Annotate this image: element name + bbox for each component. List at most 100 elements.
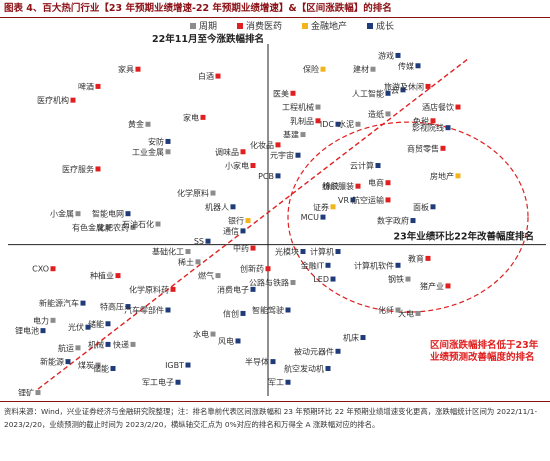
legend-swatch-consumer bbox=[237, 23, 243, 29]
data-label: 通信 bbox=[223, 226, 239, 236]
data-label: IDC bbox=[320, 120, 335, 129]
data-point bbox=[70, 97, 76, 103]
data-point bbox=[165, 307, 171, 313]
data-point bbox=[425, 255, 431, 261]
data-label: 快递 bbox=[113, 339, 129, 349]
data-label: 证券 bbox=[313, 202, 329, 212]
data-point bbox=[335, 348, 341, 354]
data-label: 建材 bbox=[353, 64, 369, 74]
data-label: 智能驾驶 bbox=[252, 305, 284, 315]
data-point bbox=[430, 118, 436, 124]
data-label: 房地产 bbox=[430, 171, 454, 181]
data-point bbox=[335, 249, 341, 255]
highlight-ellipse bbox=[287, 121, 529, 313]
data-point bbox=[350, 197, 356, 203]
data-point bbox=[320, 214, 326, 220]
data-point bbox=[440, 145, 446, 151]
data-label: 家电 bbox=[183, 112, 199, 122]
legend-swatch-growth bbox=[367, 23, 373, 29]
data-point bbox=[170, 286, 176, 292]
data-label: 机械 bbox=[88, 339, 104, 349]
data-point bbox=[385, 180, 391, 186]
data-label: 工程机械 bbox=[282, 102, 314, 112]
data-point bbox=[395, 262, 401, 268]
data-label: LED bbox=[313, 275, 329, 284]
data-label: 机器人 bbox=[205, 202, 229, 212]
data-label: 钢铁 bbox=[388, 274, 404, 284]
data-label: 医疗服务 bbox=[62, 164, 94, 174]
scatter-chart: 周期 消费医药 金融地产 成长 22年11月至今涨跌幅排名 23年业绩环比22年改善幅度… bbox=[8, 20, 546, 398]
data-point bbox=[65, 359, 71, 365]
data-label: PCB bbox=[258, 172, 274, 181]
data-point bbox=[250, 245, 256, 251]
data-label: 公路与铁路 bbox=[249, 277, 289, 287]
data-label: 酒店餐饮 bbox=[422, 102, 454, 112]
data-point bbox=[455, 173, 461, 179]
data-label: 电力 bbox=[33, 315, 49, 325]
data-label: 传媒 bbox=[398, 61, 414, 71]
data-label: 有色金属 bbox=[72, 222, 104, 232]
data-point bbox=[110, 365, 116, 371]
data-label: 汽车零部件 bbox=[124, 305, 164, 315]
data-point bbox=[205, 238, 211, 244]
data-label: 风电 bbox=[218, 336, 234, 346]
data-point bbox=[285, 307, 291, 313]
data-label: VR bbox=[338, 196, 349, 205]
data-point bbox=[165, 149, 171, 155]
data-label: 航空运输 bbox=[352, 195, 384, 205]
legend-label-finance: 金融地产 bbox=[311, 20, 347, 32]
data-label: 新能源 bbox=[40, 357, 64, 367]
legend: 周期 消费医药 金融地产 成长 bbox=[190, 20, 394, 32]
data-label: 化学原料药 bbox=[129, 284, 169, 294]
data-label: IGBT bbox=[165, 361, 184, 370]
data-label: 锂电池 bbox=[15, 326, 39, 336]
data-point bbox=[340, 183, 346, 189]
data-point bbox=[250, 286, 256, 292]
data-label: 储能 bbox=[93, 363, 109, 373]
data-label: 黄金 bbox=[128, 119, 144, 129]
data-label: 小金属 bbox=[50, 209, 74, 219]
data-label: 啤酒 bbox=[78, 81, 94, 91]
data-label: 水泥 bbox=[338, 119, 354, 129]
data-point bbox=[415, 310, 421, 316]
data-label: 金融IT bbox=[301, 260, 324, 270]
data-point bbox=[355, 121, 361, 127]
data-label: 消费电子 bbox=[217, 284, 249, 294]
data-point bbox=[335, 121, 341, 127]
data-point bbox=[410, 218, 416, 224]
data-point bbox=[330, 276, 336, 282]
data-label: 云计算 bbox=[350, 161, 374, 171]
data-point bbox=[330, 204, 336, 210]
data-label: 数字政府 bbox=[377, 216, 409, 226]
data-label: 医疗机构 bbox=[37, 95, 69, 105]
data-label: 白酒 bbox=[198, 71, 214, 81]
data-point bbox=[295, 152, 301, 158]
data-label: 新能源汽车 bbox=[39, 298, 79, 308]
data-label: 煤炭 bbox=[78, 360, 94, 370]
data-point bbox=[320, 66, 326, 72]
data-point bbox=[50, 266, 56, 272]
data-label: 石油石化 bbox=[122, 219, 154, 229]
data-label: 电商 bbox=[368, 178, 384, 188]
data-label: 半导体 bbox=[245, 357, 269, 367]
data-point bbox=[275, 142, 281, 148]
data-point bbox=[185, 362, 191, 368]
data-point bbox=[265, 266, 271, 272]
data-point bbox=[145, 121, 151, 127]
data-point bbox=[35, 390, 41, 396]
data-label: 中药 bbox=[233, 243, 249, 253]
data-label: 游戏 bbox=[378, 50, 394, 60]
data-label: 水电 bbox=[193, 329, 209, 339]
data-point bbox=[445, 125, 451, 131]
data-label: 被动元器件 bbox=[294, 346, 334, 356]
data-point bbox=[445, 283, 451, 289]
data-point bbox=[385, 90, 391, 96]
legend-label-growth: 成长 bbox=[376, 20, 394, 32]
data-label: 医美 bbox=[273, 88, 289, 98]
legend-swatch-cyclical bbox=[190, 23, 196, 29]
data-label: 化学原料 bbox=[177, 188, 209, 198]
data-point bbox=[285, 379, 291, 385]
data-point bbox=[275, 173, 281, 179]
data-point bbox=[105, 321, 111, 327]
x-axis-label: 23年业绩环比22年改善幅度排名 bbox=[394, 231, 534, 243]
